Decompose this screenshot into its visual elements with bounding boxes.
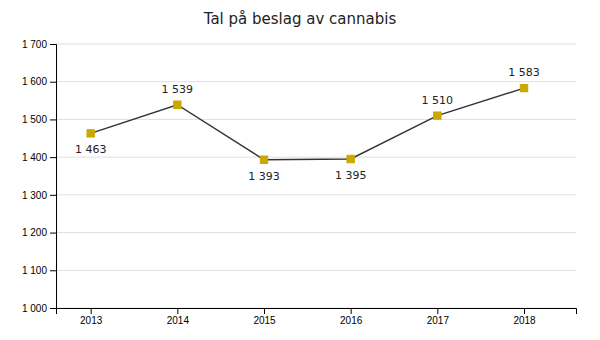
tick-label: 1 400 bbox=[22, 152, 47, 163]
tick-mark bbox=[50, 195, 56, 196]
tick: 1 100 bbox=[22, 265, 56, 276]
marker bbox=[517, 81, 532, 96]
tick-label: 2017 bbox=[427, 315, 450, 326]
tick-mark bbox=[50, 308, 56, 309]
data-label: 1 583 bbox=[508, 66, 540, 79]
tick-mark bbox=[50, 157, 56, 158]
tick: 1 400 bbox=[22, 152, 56, 163]
data-label: 1 539 bbox=[162, 83, 194, 96]
tick: 1 200 bbox=[22, 227, 56, 238]
title: Tal på beslag av cannabis bbox=[203, 10, 397, 28]
tick-label: 1 200 bbox=[22, 227, 47, 238]
data-label: 1 463 bbox=[75, 143, 107, 156]
axis-line bbox=[57, 309, 577, 315]
y-axis: 1 000 1 100 1 200 1 300 1 400 1 500 1 600 1 700 bbox=[22, 39, 57, 314]
tick: 2014 bbox=[167, 308, 190, 326]
grid-line bbox=[56, 81, 576, 82]
tick: 2015 bbox=[253, 308, 276, 326]
data-label: 1 393 bbox=[248, 170, 280, 183]
tick-label: 2016 bbox=[340, 315, 363, 326]
tick-mark bbox=[437, 308, 438, 314]
tick: 1 300 bbox=[22, 190, 56, 201]
tick-label: 2015 bbox=[253, 315, 276, 326]
tick-mark bbox=[524, 308, 525, 314]
tick-mark bbox=[50, 233, 56, 234]
tick-label: 1 100 bbox=[22, 265, 47, 276]
marker bbox=[170, 97, 185, 112]
grid-line bbox=[56, 157, 576, 158]
tick: 2013 bbox=[80, 308, 103, 326]
grid bbox=[56, 44, 576, 308]
tick-mark bbox=[264, 308, 265, 314]
tick-label: 2018 bbox=[513, 315, 536, 326]
tick-label: 1 700 bbox=[22, 39, 47, 50]
tick-mark bbox=[50, 44, 56, 45]
x-axis: 2013 2014 2015 2016 2017 2018 bbox=[57, 308, 577, 326]
tick: 2017 bbox=[427, 308, 450, 326]
marker bbox=[257, 152, 272, 167]
tick-mark bbox=[50, 82, 56, 83]
tick-mark bbox=[351, 308, 352, 314]
marker bbox=[83, 126, 98, 141]
tick: 1 600 bbox=[22, 76, 56, 87]
tick-mark bbox=[50, 270, 56, 271]
axis-line bbox=[50, 45, 57, 309]
tick: 1 700 bbox=[22, 39, 56, 50]
tick-mark bbox=[50, 119, 56, 120]
tick-label: 1 300 bbox=[22, 190, 47, 201]
data-label: 1 395 bbox=[335, 169, 367, 182]
marker bbox=[430, 108, 445, 123]
tick: 2016 bbox=[340, 308, 363, 326]
data-label: 1 510 bbox=[422, 94, 454, 107]
plot: 1 000 1 100 1 200 1 300 1 400 1 500 1 600 1 700… bbox=[22, 39, 577, 326]
tick-label: 1 000 bbox=[22, 303, 47, 314]
tick-label: 2013 bbox=[80, 315, 103, 326]
line bbox=[91, 88, 524, 160]
tick-label: 1 500 bbox=[22, 114, 47, 125]
data-labels: 1 463 1 539 1 393 1 395 1 510 1 583 bbox=[75, 66, 540, 183]
tick-label: 2014 bbox=[167, 315, 190, 326]
chart: Tal på beslag av cannabis 1 000 1 100 1 200… bbox=[0, 0, 600, 340]
tick: 2018 bbox=[513, 308, 536, 326]
grid-line bbox=[56, 44, 576, 45]
tick: 1 000 bbox=[22, 303, 56, 314]
grid-line bbox=[56, 194, 576, 195]
tick-label: 1 600 bbox=[22, 76, 47, 87]
grid-line bbox=[56, 270, 576, 271]
tick: 1 500 bbox=[22, 114, 56, 125]
tick-mark bbox=[91, 308, 92, 314]
marker bbox=[343, 152, 358, 167]
grid-line bbox=[56, 232, 576, 233]
marks bbox=[83, 81, 531, 167]
tick-mark bbox=[177, 308, 178, 314]
